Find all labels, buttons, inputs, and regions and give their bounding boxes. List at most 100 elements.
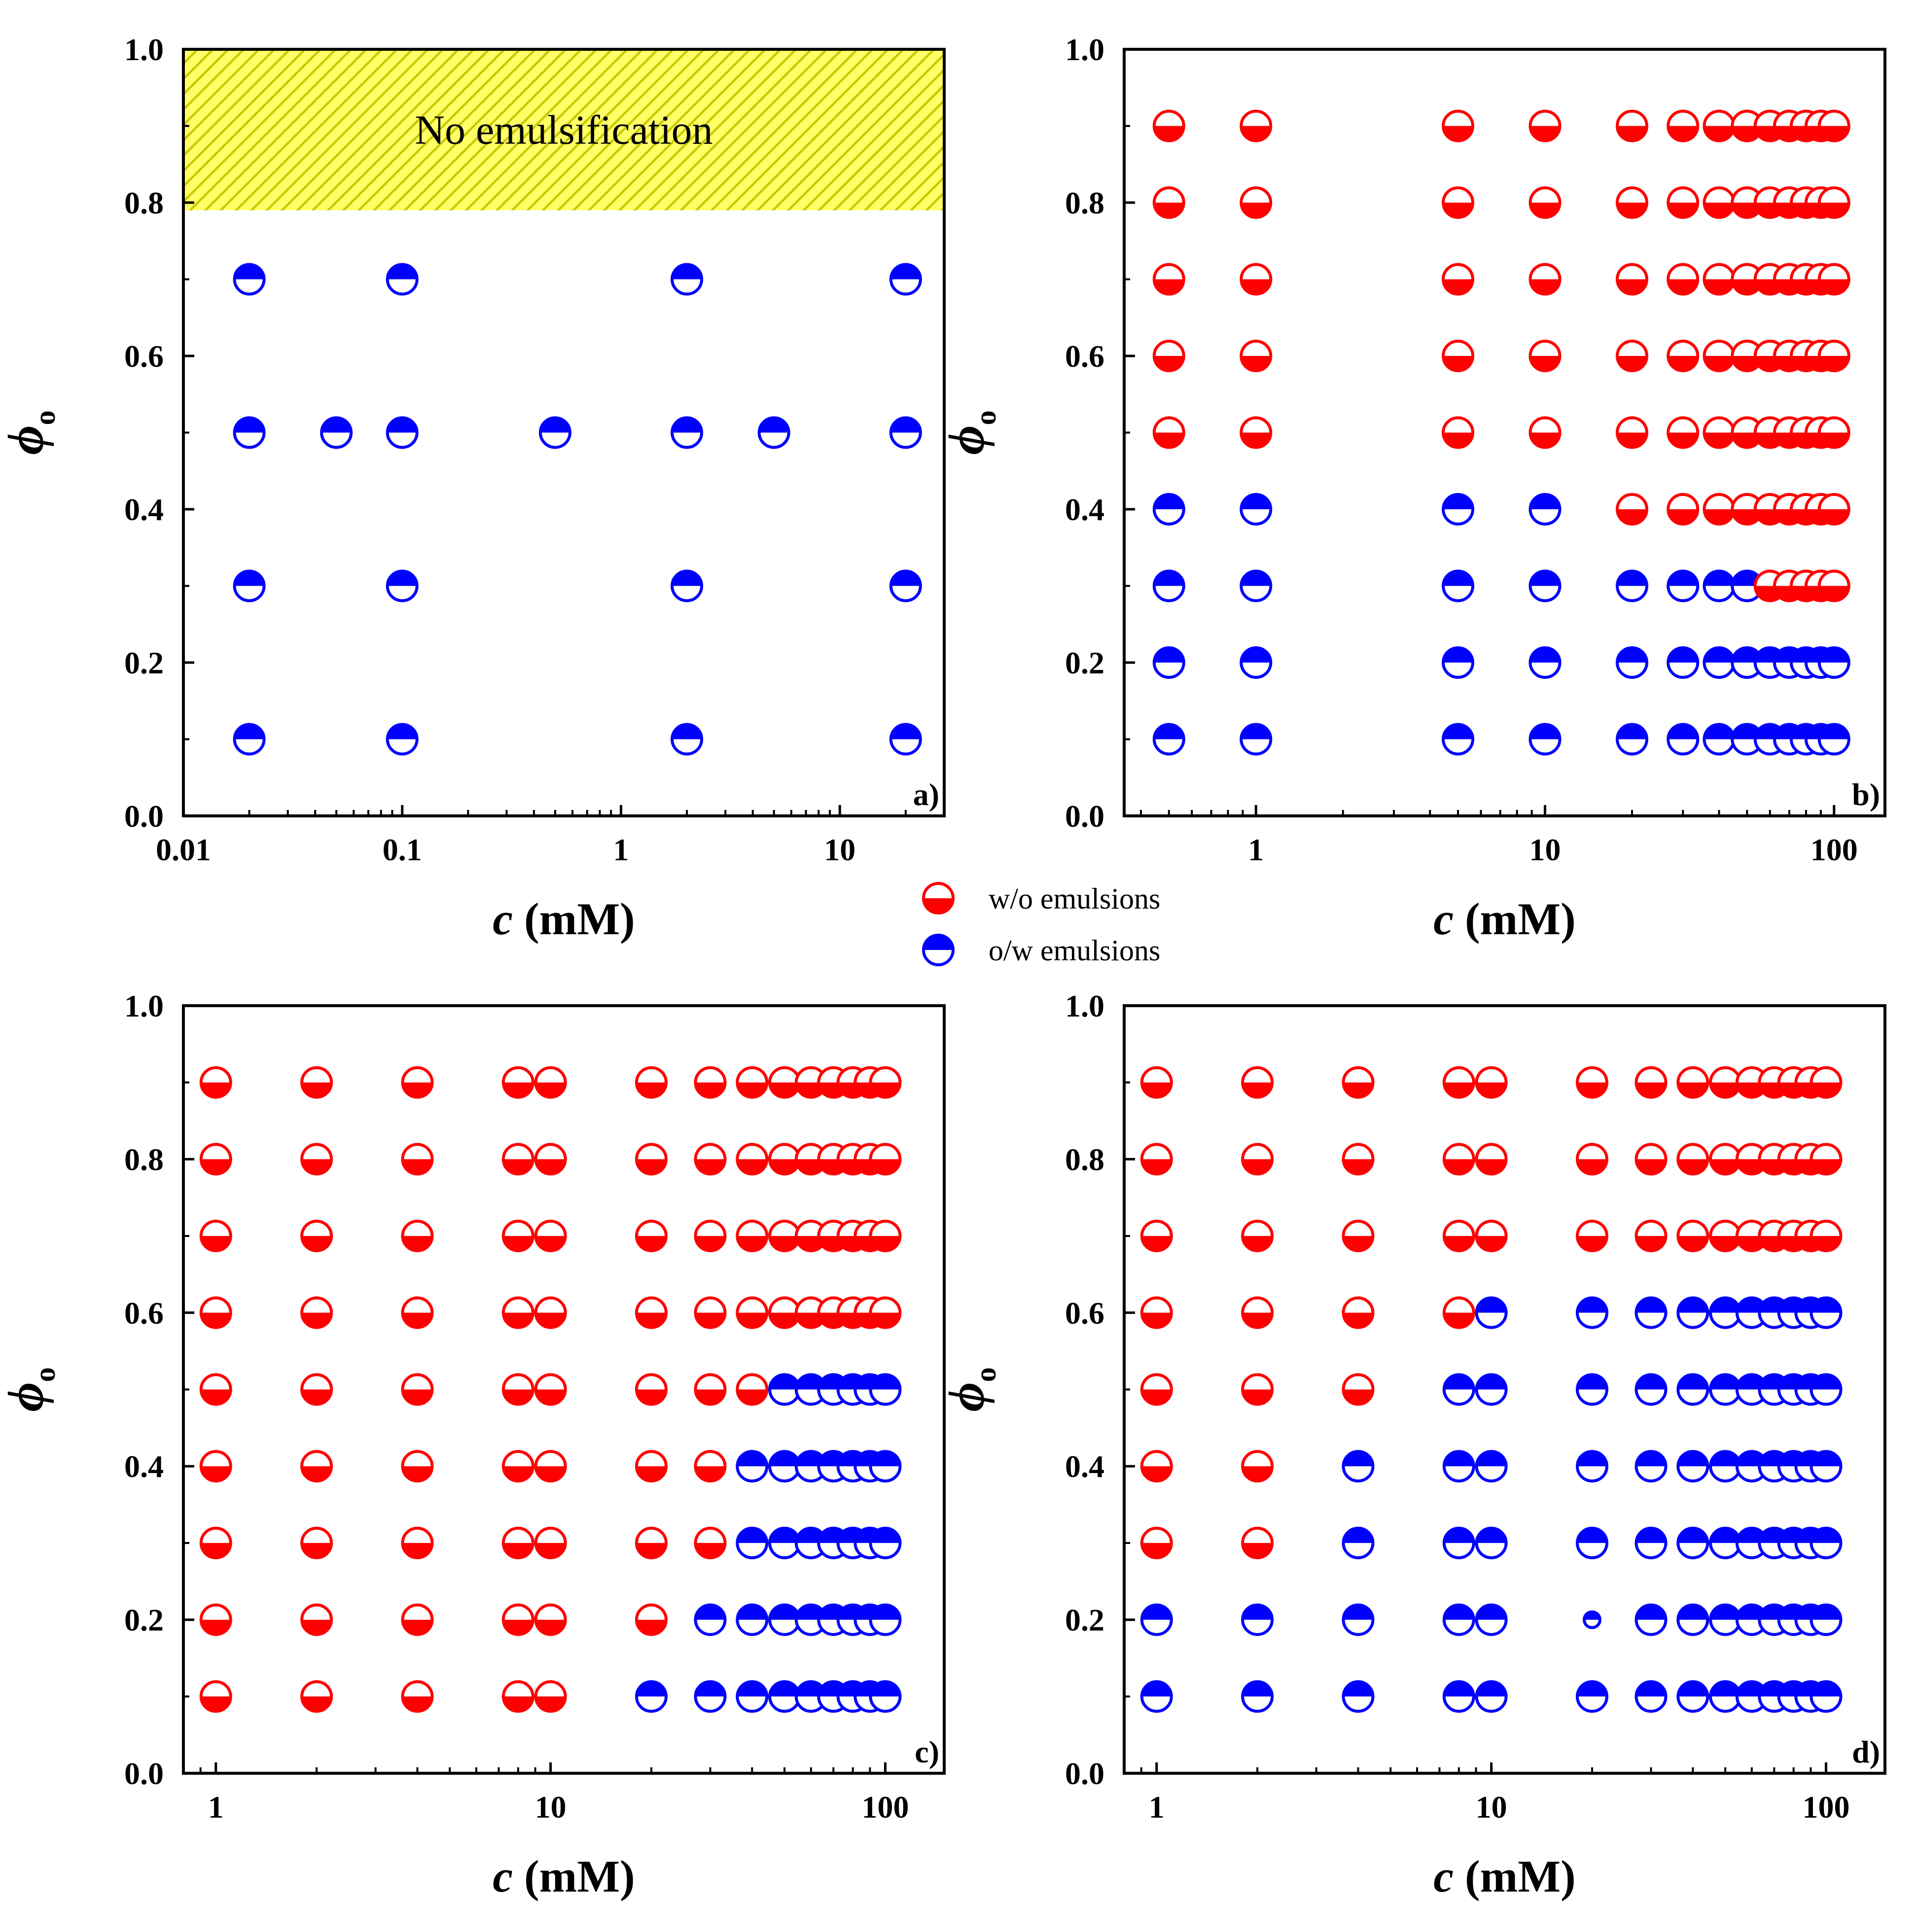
- data-point-37-half: [1668, 203, 1698, 218]
- data-point-294-ring: [1475, 1220, 1508, 1253]
- data-point-320-ring: [1342, 1373, 1375, 1406]
- data-point-63: [1667, 340, 1700, 372]
- data-point-172-half: [770, 1236, 800, 1251]
- data-point-240-half: [695, 1605, 725, 1620]
- data-point-48-ring: [1528, 263, 1562, 296]
- data-point-182: [534, 1296, 567, 1329]
- data-point-90: [1703, 493, 1736, 526]
- x-tick-label: 1: [613, 832, 629, 867]
- data-point-212-ring: [694, 1450, 727, 1483]
- data-point-21-half: [1443, 126, 1473, 141]
- data-point-305-half: [1243, 1312, 1273, 1328]
- data-point-197: [635, 1373, 668, 1406]
- data-point-75-ring: [1616, 416, 1649, 449]
- x-tick-label: 0.1: [383, 832, 422, 867]
- data-point-345-ring: [1810, 1450, 1843, 1483]
- data-point-292: [1342, 1220, 1375, 1253]
- data-point-165-ring: [300, 1220, 333, 1253]
- data-point-306: [1342, 1296, 1375, 1329]
- data-point-124-half: [1241, 724, 1271, 739]
- data-point-222: [401, 1526, 434, 1559]
- data-point-193-half: [302, 1389, 332, 1405]
- data-point-379: [1575, 1680, 1608, 1713]
- data-point-252-ring: [534, 1680, 567, 1713]
- data-point-123: [1152, 723, 1185, 756]
- data-point-368-half: [1710, 1605, 1740, 1620]
- data-point-62-half: [1617, 356, 1647, 371]
- data-point-383: [1735, 1680, 1768, 1713]
- data-point-310-ring: [1634, 1296, 1668, 1329]
- data-point-142-ring: [694, 1066, 727, 1099]
- data-point-324: [1634, 1373, 1668, 1406]
- data-point-235-ring: [300, 1603, 333, 1636]
- data-point-264: [1342, 1066, 1375, 1099]
- data-point-98: [1240, 569, 1273, 602]
- data-point-22-ring: [1528, 109, 1562, 142]
- data-point-110-ring: [1152, 646, 1185, 679]
- data-point-19-ring: [1152, 109, 1185, 142]
- data-point-193-ring: [300, 1373, 333, 1406]
- data-point-291-ring: [1241, 1220, 1274, 1253]
- data-point-275-ring: [1810, 1066, 1843, 1099]
- data-point-250-half: [402, 1696, 432, 1712]
- data-point-34: [1442, 186, 1475, 219]
- data-point-278: [1342, 1143, 1375, 1176]
- data-point-177-ring: [869, 1220, 902, 1253]
- data-point-226-half: [695, 1543, 725, 1558]
- data-point-1-ring: [386, 263, 419, 296]
- data-point-209-ring: [501, 1450, 534, 1483]
- data-point-296-half: [1636, 1236, 1666, 1251]
- data-point-4: [233, 416, 266, 449]
- data-point-349-ring: [1442, 1526, 1475, 1559]
- data-point-345-half: [1811, 1451, 1841, 1467]
- data-point-34-ring: [1442, 186, 1475, 219]
- data-point-58: [1152, 340, 1185, 372]
- data-point-171-ring: [736, 1220, 769, 1253]
- data-point-22-half: [1530, 126, 1560, 141]
- data-point-223: [501, 1526, 534, 1559]
- data-point-321-ring: [1442, 1373, 1475, 1406]
- data-point-312: [1709, 1296, 1742, 1329]
- data-point-114-half: [1617, 648, 1647, 663]
- data-point-102-half: [1668, 571, 1698, 586]
- data-point-269-ring: [1676, 1066, 1709, 1099]
- data-point-350-ring: [1475, 1526, 1508, 1559]
- data-point-268-half: [1636, 1082, 1666, 1097]
- data-point-116-half: [1704, 648, 1734, 663]
- data-point-45: [1152, 263, 1185, 296]
- legend-marker-o-w: [922, 934, 955, 966]
- data-point-127-ring: [1616, 723, 1649, 756]
- data-point-309-half: [1577, 1298, 1607, 1313]
- data-point-275: [1810, 1066, 1843, 1099]
- y-axis-title-symbol: ϕ: [938, 425, 995, 455]
- data-point-50-half: [1668, 279, 1698, 294]
- data-point-208-half: [402, 1466, 432, 1481]
- data-point-73-ring: [1442, 416, 1475, 449]
- data-point-334: [1342, 1450, 1375, 1483]
- y-tick-label: 0.4: [124, 492, 164, 527]
- data-point-304: [1140, 1296, 1173, 1329]
- data-point-235: [300, 1603, 333, 1636]
- data-point-237-half: [503, 1619, 533, 1635]
- data-point-317-half: [1811, 1298, 1841, 1313]
- data-point-374-half: [1141, 1682, 1172, 1697]
- data-point-12-ring: [386, 569, 419, 602]
- data-point-251: [501, 1680, 534, 1713]
- data-point-296: [1634, 1220, 1668, 1253]
- data-point-208-ring: [401, 1450, 434, 1483]
- data-point-33: [1240, 186, 1273, 219]
- data-point-234: [199, 1603, 232, 1636]
- data-point-291: [1241, 1220, 1274, 1253]
- data-point-180-half: [402, 1312, 432, 1328]
- data-point-137-half: [302, 1082, 332, 1097]
- data-point-262: [1140, 1066, 1173, 1099]
- data-point-14-half: [890, 571, 921, 586]
- data-point-6: [386, 416, 419, 449]
- y-tick-label: 0.8: [124, 185, 164, 220]
- data-point-220-ring: [199, 1526, 232, 1559]
- data-point-61-half: [1530, 356, 1560, 371]
- data-point-14: [889, 569, 922, 602]
- data-point-263: [1241, 1066, 1274, 1099]
- data-point-238: [534, 1603, 567, 1636]
- data-point-74: [1528, 416, 1562, 449]
